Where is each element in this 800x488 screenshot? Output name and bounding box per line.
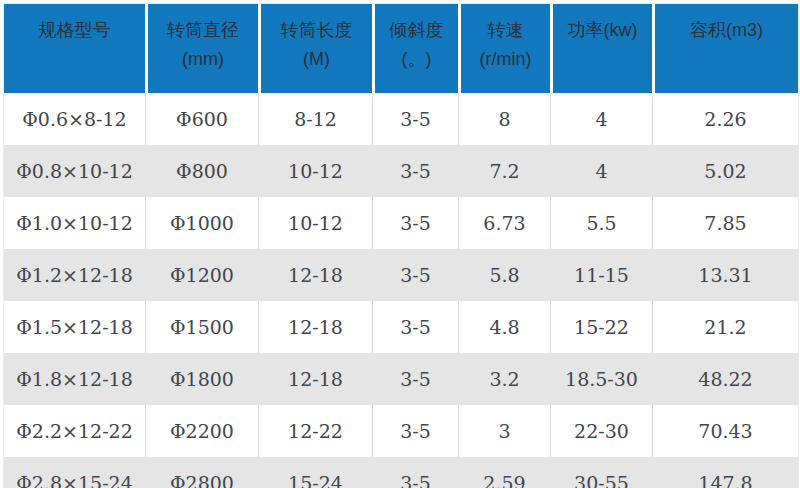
cell-diameter: Φ600	[145, 93, 258, 145]
cell-power: 22-30	[550, 405, 652, 457]
cell-power: 5.5	[550, 197, 652, 249]
cell-power: 4	[550, 93, 652, 145]
header-label: 功率(kw)	[554, 16, 651, 45]
cell-model: Φ0.8×10-12	[4, 145, 145, 197]
spec-table: 规格型号 转筒直径 (mm) 转筒长度 (M) 倾斜度 (。) 转速 (r	[3, 3, 799, 488]
cell-length: 12-18	[258, 249, 372, 301]
header-label: 倾斜度	[376, 16, 457, 45]
header-label: 转筒直径	[149, 16, 257, 45]
cell-speed: 5.8	[458, 249, 550, 301]
cell-length: 12-18	[258, 353, 372, 405]
table-row: Φ1.5×12-18 Φ1500 12-18 3-5 4.8 15-22 21.…	[4, 301, 798, 353]
cell-inclination: 3-5	[372, 145, 458, 197]
cell-length: 10-12	[258, 145, 372, 197]
cell-speed: 3.2	[458, 353, 550, 405]
cell-power: 11-15	[550, 249, 652, 301]
cell-inclination: 3-5	[372, 405, 458, 457]
cell-power: 30-55	[550, 457, 652, 488]
cell-model: Φ0.6×8-12	[4, 93, 145, 145]
table-row: Φ0.6×8-12 Φ600 8-12 3-5 8 4 2.26	[4, 93, 798, 145]
header-label: 转速	[462, 16, 549, 45]
cell-speed: 4.8	[458, 301, 550, 353]
table-row: Φ2.8×15-24 Φ2800 15-24 3-5 2.59 30-55 14…	[4, 457, 798, 488]
cell-power: 18.5-30	[550, 353, 652, 405]
cell-volume: 147.8	[652, 457, 798, 488]
header-label: 容积(m3)	[656, 16, 797, 45]
cell-volume: 5.02	[652, 145, 798, 197]
page: 规格型号 转筒直径 (mm) 转筒长度 (M) 倾斜度 (。) 转速 (r	[0, 0, 800, 488]
cell-inclination: 3-5	[372, 249, 458, 301]
header-cell-inclination: 倾斜度 (。)	[372, 4, 458, 93]
header-cell-drum-diameter: 转筒直径 (mm)	[145, 4, 258, 93]
cell-diameter: Φ1200	[145, 249, 258, 301]
cell-length: 10-12	[258, 197, 372, 249]
cell-speed: 8	[458, 93, 550, 145]
cell-speed: 6.73	[458, 197, 550, 249]
cell-volume: 7.85	[652, 197, 798, 249]
header-unit: (。)	[376, 45, 457, 74]
table-row: Φ2.2×12-22 Φ2200 12-22 3-5 3 22-30 70.43	[4, 405, 798, 457]
cell-inclination: 3-5	[372, 353, 458, 405]
cell-diameter: Φ1500	[145, 301, 258, 353]
cell-volume: 48.22	[652, 353, 798, 405]
header-cell-drum-length: 转筒长度 (M)	[258, 4, 372, 93]
cell-model: Φ2.2×12-22	[4, 405, 145, 457]
header-label: 转筒长度	[262, 16, 371, 45]
cell-power: 4	[550, 145, 652, 197]
cell-volume: 2.26	[652, 93, 798, 145]
table-body: Φ0.6×8-12 Φ600 8-12 3-5 8 4 2.26 Φ0.8×10…	[4, 93, 798, 488]
cell-length: 12-18	[258, 301, 372, 353]
header-unit: (mm)	[149, 45, 257, 74]
cell-diameter: Φ2800	[145, 457, 258, 488]
cell-inclination: 3-5	[372, 197, 458, 249]
cell-volume: 70.43	[652, 405, 798, 457]
cell-model: Φ2.8×15-24	[4, 457, 145, 488]
cell-diameter: Φ800	[145, 145, 258, 197]
header-unit: (M)	[262, 45, 371, 74]
header-cell-power: 功率(kw)	[550, 4, 652, 93]
header-cell-rotation-speed: 转速 (r/min)	[458, 4, 550, 93]
header-label: 规格型号	[5, 16, 144, 45]
cell-speed: 7.2	[458, 145, 550, 197]
table-row: Φ1.8×12-18 Φ1800 12-18 3-5 3.2 18.5-30 4…	[4, 353, 798, 405]
cell-length: 12-22	[258, 405, 372, 457]
cell-inclination: 3-5	[372, 457, 458, 488]
cell-diameter: Φ1800	[145, 353, 258, 405]
cell-speed: 2.59	[458, 457, 550, 488]
header-cell-volume: 容积(m3)	[652, 4, 798, 93]
cell-volume: 13.31	[652, 249, 798, 301]
cell-volume: 21.2	[652, 301, 798, 353]
header-row: 规格型号 转筒直径 (mm) 转筒长度 (M) 倾斜度 (。) 转速 (r	[4, 4, 798, 93]
cell-length: 15-24	[258, 457, 372, 488]
table-row: Φ1.0×10-12 Φ1000 10-12 3-5 6.73 5.5 7.85	[4, 197, 798, 249]
cell-model: Φ1.5×12-18	[4, 301, 145, 353]
header-unit: (r/min)	[462, 45, 549, 74]
cell-diameter: Φ1000	[145, 197, 258, 249]
cell-diameter: Φ2200	[145, 405, 258, 457]
table-row: Φ0.8×10-12 Φ800 10-12 3-5 7.2 4 5.02	[4, 145, 798, 197]
cell-model: Φ1.0×10-12	[4, 197, 145, 249]
cell-inclination: 3-5	[372, 93, 458, 145]
table-row: Φ1.2×12-18 Φ1200 12-18 3-5 5.8 11-15 13.…	[4, 249, 798, 301]
cell-speed: 3	[458, 405, 550, 457]
cell-power: 15-22	[550, 301, 652, 353]
cell-model: Φ1.8×12-18	[4, 353, 145, 405]
cell-inclination: 3-5	[372, 301, 458, 353]
cell-length: 8-12	[258, 93, 372, 145]
table-header: 规格型号 转筒直径 (mm) 转筒长度 (M) 倾斜度 (。) 转速 (r	[4, 4, 798, 93]
header-cell-model: 规格型号	[4, 4, 145, 93]
cell-model: Φ1.2×12-18	[4, 249, 145, 301]
